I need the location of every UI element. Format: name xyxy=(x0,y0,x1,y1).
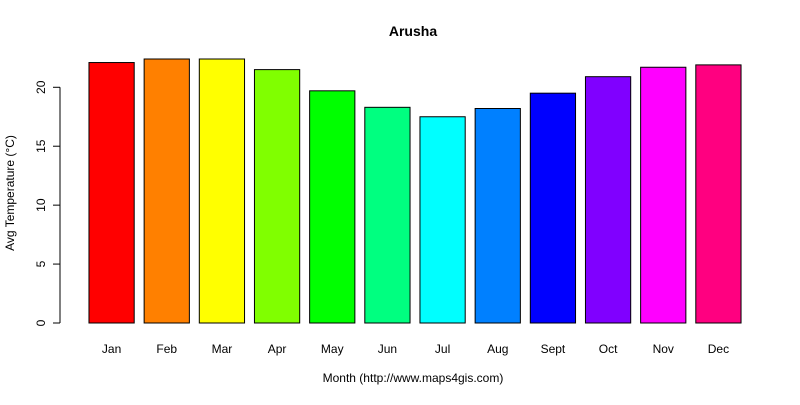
x-axis-label: Month (http://www.maps4gis.com) xyxy=(323,371,504,385)
bar-mar xyxy=(198,58,246,324)
bar-jul xyxy=(419,116,466,324)
x-tick-label: Jul xyxy=(435,342,450,356)
x-tick-label: Mar xyxy=(212,342,233,356)
x-tick-label: Nov xyxy=(653,342,674,356)
y-tick-label: 15 xyxy=(34,139,48,153)
y-axis: 0 5 10 15 20 xyxy=(34,80,61,326)
x-tick-label: Dec xyxy=(708,342,729,356)
bar-jan xyxy=(88,62,135,324)
y-tick-label: 10 xyxy=(34,198,48,212)
bar-aug xyxy=(474,108,521,324)
bar-apr xyxy=(253,69,301,324)
x-tick-label: Oct xyxy=(599,342,618,356)
x-tick-label: Sept xyxy=(541,342,566,356)
y-tick-label: 0 xyxy=(34,319,48,326)
bar-nov xyxy=(640,66,687,324)
x-tick-label: Jan xyxy=(102,342,121,356)
x-tick-label: Aug xyxy=(487,342,508,356)
y-tick-label: 20 xyxy=(34,80,48,94)
bar-dec xyxy=(695,64,742,324)
x-tick-label: May xyxy=(321,342,344,356)
bars-group xyxy=(88,58,742,324)
x-tick-label: Feb xyxy=(156,342,177,356)
bar-sept xyxy=(529,92,577,324)
bar-feb xyxy=(143,58,190,324)
bar-jun xyxy=(364,106,411,324)
y-tick-label: 5 xyxy=(34,260,48,267)
chart-title: Arusha xyxy=(389,23,437,39)
x-tick-label: Jun xyxy=(378,342,397,356)
bar-may xyxy=(309,90,356,324)
y-axis-label: Avg Temperature (°C) xyxy=(3,135,17,251)
x-tick-labels: Jan Feb Mar Apr May Jun Jul Aug Sept Oct Nov Dec xyxy=(102,342,729,356)
x-tick-label: Apr xyxy=(268,342,287,356)
bar-oct xyxy=(584,76,632,324)
